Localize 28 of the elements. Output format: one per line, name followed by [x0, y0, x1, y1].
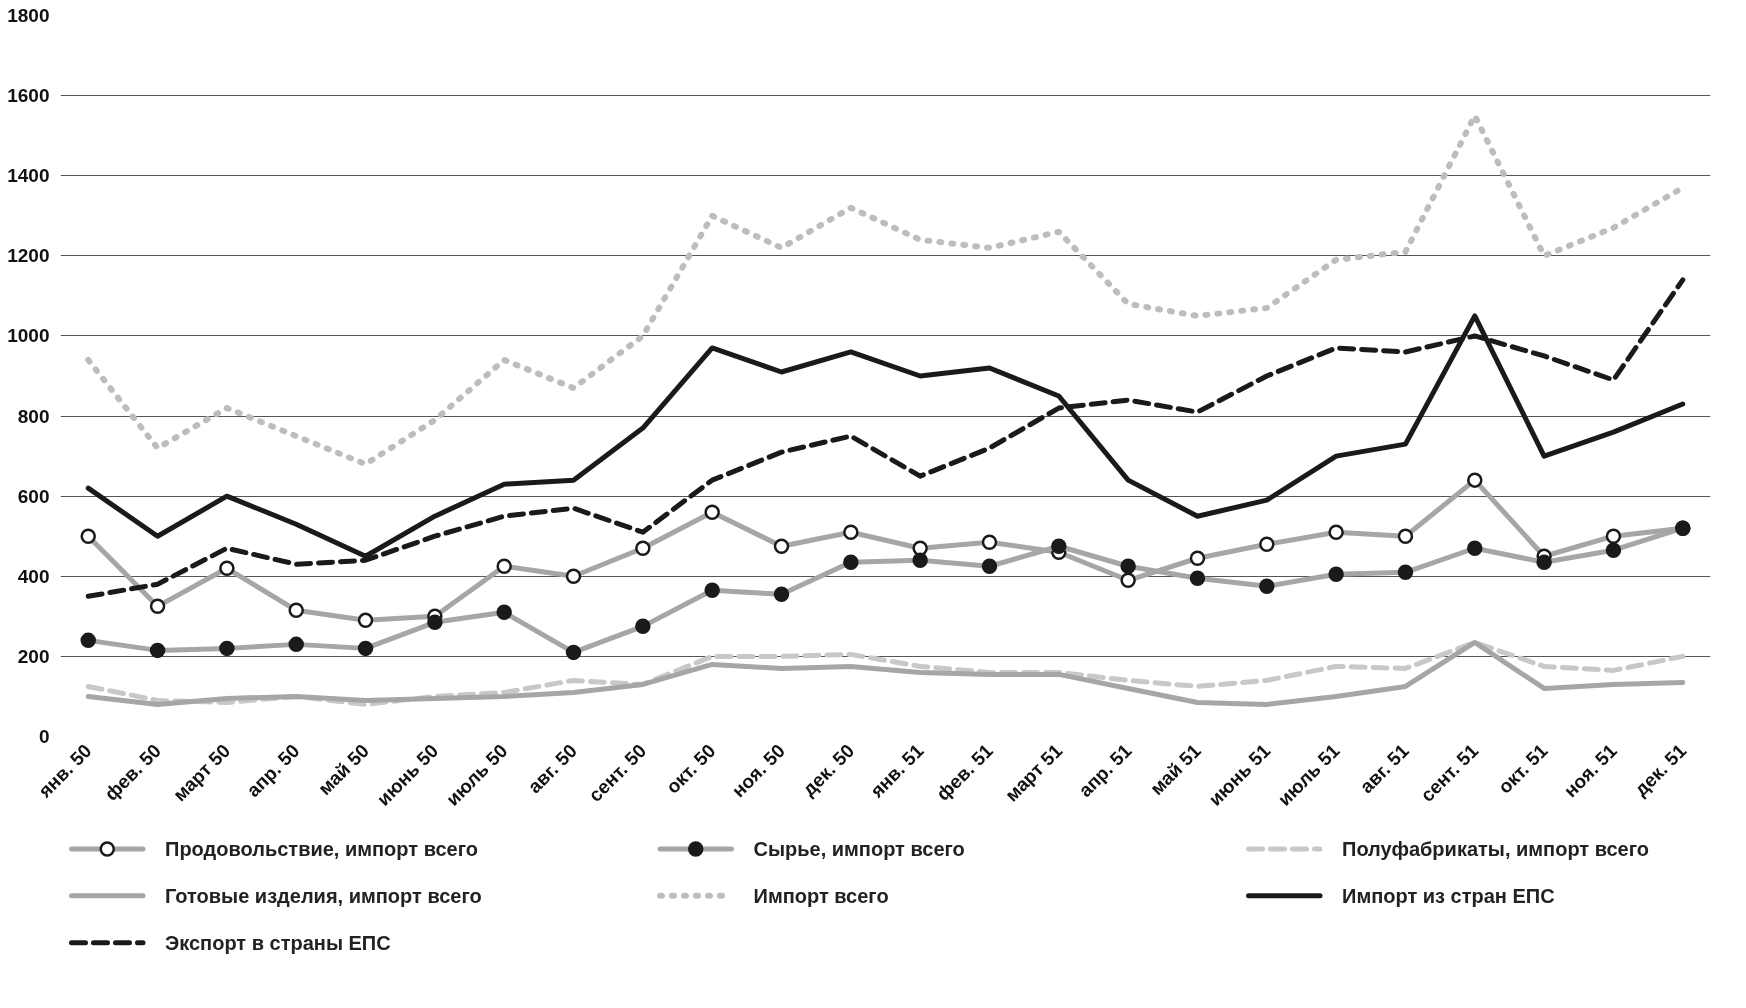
- legend-label: Полуфабрикаты, импорт всего: [1342, 837, 1650, 860]
- y-tick-label: 1200: [7, 245, 50, 267]
- y-tick-label: 1400: [7, 165, 50, 187]
- x-tick-label: янв. 51: [865, 739, 928, 803]
- legend-label: Сырье, импорт всего: [753, 837, 965, 860]
- y-tick-label: 800: [17, 405, 50, 427]
- x-tick-label: фев. 51: [932, 739, 998, 805]
- y-tick-label: 1000: [7, 325, 50, 347]
- y-tick-label: 1800: [7, 5, 50, 26]
- x-tick-label: окт. 51: [1493, 739, 1552, 798]
- x-tick-label: ноя. 50: [727, 740, 789, 802]
- legend-label: Импорт всего: [753, 884, 889, 907]
- y-tick-label: 1600: [7, 85, 50, 107]
- x-tick-label: авг. 50: [523, 740, 581, 798]
- x-tick-label: апр. 50: [242, 740, 304, 802]
- y-tick-label: 600: [17, 485, 50, 507]
- y-tick-label: 400: [17, 565, 50, 587]
- x-tick-label: ноя. 51: [1559, 739, 1622, 802]
- x-tick-label: апр. 51: [1074, 739, 1136, 802]
- x-tick-label: фев. 50: [100, 740, 165, 805]
- legend-label: Готовые изделия, импорт всего: [165, 884, 482, 907]
- x-tick-label: окт. 50: [662, 740, 720, 798]
- y-tick-label: 0: [38, 726, 50, 747]
- legend-label: Экспорт в страны ЕПС: [165, 931, 391, 954]
- y-tick-label: 200: [17, 645, 50, 667]
- legend-label: Импорт из стран ЕПС: [1342, 884, 1555, 907]
- legend-label: Продовольствие, импорт всего: [165, 837, 478, 860]
- x-tick-label: авг. 51: [1355, 739, 1414, 798]
